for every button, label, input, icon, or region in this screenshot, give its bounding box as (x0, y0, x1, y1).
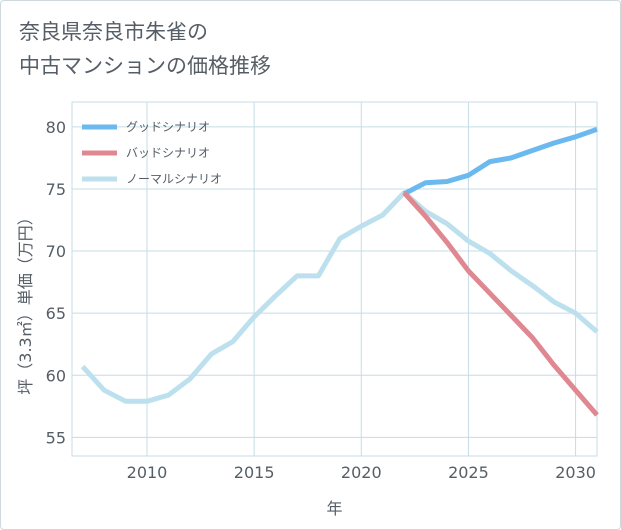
y-axis-ticks: 55 60 65 70 75 80 (46, 118, 66, 448)
legend-label-normal: ノーマルシナリオ (126, 172, 222, 186)
x-axis-ticks: 2010 2015 2020 2025 2030 (127, 463, 596, 482)
y-axis-title: 坪（3.3㎡）単価（万円） (16, 209, 35, 394)
series-line-normal (80, 190, 599, 404)
grid-lines (71, 101, 598, 457)
series-lines (80, 126, 599, 417)
legend-label-bad: バッドシナリオ (126, 146, 210, 160)
y-tick-label-1: 60 (46, 366, 66, 385)
plot-border (71, 101, 598, 457)
chart-title: 奈良県奈良市朱雀の 中古マンションの価格推移 (19, 15, 271, 83)
x-tick-label-0: 2010 (127, 463, 168, 482)
x-tick-label-4: 2030 (555, 463, 596, 482)
chart-title-line-1: 奈良県奈良市朱雀の (19, 20, 208, 44)
series-line-good (402, 126, 598, 197)
x-tick-label-1: 2015 (234, 463, 275, 482)
legend-label-good: グッドシナリオ (126, 120, 210, 134)
y-tick-label-0: 55 (46, 428, 66, 447)
x-axis-title: 年 (326, 499, 342, 518)
y-tick-label-4: 75 (46, 180, 66, 199)
chart-title-line-2: 中古マンションの価格推移 (19, 54, 271, 78)
x-tick-label-3: 2025 (448, 463, 489, 482)
y-tick-label-3: 70 (46, 242, 66, 261)
series-line-bad (402, 191, 599, 417)
y-tick-label-2: 65 (46, 304, 66, 323)
y-tick-label-5: 80 (46, 118, 66, 137)
x-tick-label-2: 2020 (341, 463, 382, 482)
